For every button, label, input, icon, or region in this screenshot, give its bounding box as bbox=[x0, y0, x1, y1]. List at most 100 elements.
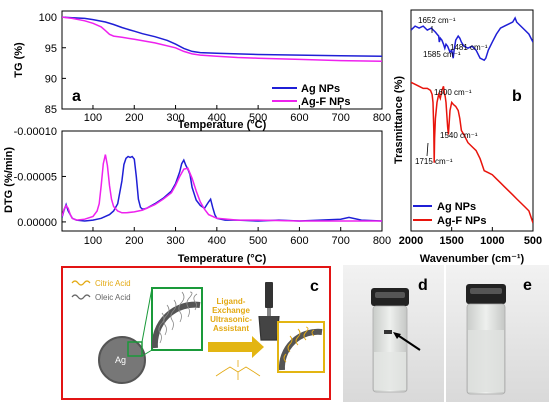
zoom-box-icon bbox=[127, 341, 143, 357]
tg-ytick-label: 100 bbox=[39, 12, 57, 24]
tg-series-group bbox=[62, 16, 382, 62]
tg-xtick-label: 600 bbox=[290, 112, 308, 124]
dtg-ytick-label: -0.00005 bbox=[14, 171, 57, 183]
process-line-3: Ultrasonic- bbox=[210, 315, 252, 324]
ftir-xlabel: Wavenumber (cm⁻¹) bbox=[420, 253, 525, 265]
citric-acid-molecule-icon bbox=[215, 360, 261, 380]
ftir-annotations: 1652 cm⁻¹ 1585 cm⁻¹ 1481 cm⁻¹ 1600 cm⁻¹ … bbox=[415, 16, 488, 166]
panel-letter-d: d bbox=[418, 277, 428, 294]
ligand-exchange-schematic: c Citric Acid Oleic Acid Ag Ligand- Exch… bbox=[61, 266, 331, 400]
tg-xtick-label: 700 bbox=[332, 112, 350, 124]
citric-acid-label: Citric Acid bbox=[95, 279, 131, 288]
tg-ytick-label: 85 bbox=[45, 104, 57, 116]
ftir-legend: Ag NPs Ag-F NPs bbox=[413, 201, 487, 227]
citric-chains-icon bbox=[283, 326, 315, 363]
oleic-coated-zoom-icon bbox=[151, 287, 203, 351]
sonicator-tip bbox=[267, 308, 271, 322]
ftir-xtick-label: 2000 bbox=[399, 235, 423, 247]
tg-ytick-label: 95 bbox=[45, 43, 57, 55]
beaker-icon bbox=[258, 315, 280, 341]
tg-xtick-label: 400 bbox=[208, 112, 226, 124]
dtg-xtick-label: 100 bbox=[84, 235, 102, 247]
process-label: Ligand- Exchange Ultrasonic- Assistant bbox=[210, 297, 252, 333]
ag-core-icon bbox=[98, 336, 146, 384]
dtg-xtick-label: 600 bbox=[290, 235, 308, 247]
tg-y-ticks: 85 90 95 100 100 200 300 400 500 600 700 800 bbox=[39, 12, 392, 124]
ftir-xtick-label: 1500 bbox=[439, 235, 463, 247]
oleic-chains-icon bbox=[158, 291, 198, 344]
ftir-legend-label-agf: Ag-F NPs bbox=[437, 215, 487, 227]
ftir-series-ag-line bbox=[411, 16, 533, 62]
ann-1585: 1585 cm⁻¹ bbox=[423, 50, 461, 59]
dtg-ytick-label: 0.00000 bbox=[17, 217, 57, 229]
residue-arrow bbox=[395, 333, 421, 351]
tg-xlabel: Temperature (°C) bbox=[178, 119, 267, 131]
legend-label-agf: Ag-F NPs bbox=[301, 96, 351, 108]
panel-letter-c: c bbox=[310, 278, 319, 295]
dtg-y-ticks: 0.00000 -0.00005 -0.00010 bbox=[14, 126, 66, 229]
dtg-xtick-label: 800 bbox=[373, 235, 391, 247]
zoom-line-bottom bbox=[141, 349, 153, 357]
process-line-2: Exchange bbox=[212, 306, 250, 315]
ftir-ylabel: Trasmittance (%) bbox=[393, 76, 405, 164]
ann-1600: 1600 cm⁻¹ bbox=[434, 88, 472, 97]
citric-acid-wave-icon bbox=[71, 280, 91, 286]
vial-photo-e: e bbox=[446, 265, 549, 402]
process-line-1: Ligand- bbox=[217, 297, 246, 306]
oleic-acid-label: Oleic Acid bbox=[95, 293, 131, 302]
tg-legend: Ag NPs Ag-F NPs bbox=[272, 83, 351, 108]
tg-xtick-label: 100 bbox=[84, 112, 102, 124]
zoom-particle-surface bbox=[151, 301, 201, 349]
ann-1481: 1481 cm⁻¹ bbox=[450, 43, 488, 52]
dtg-series-agf-line bbox=[62, 154, 382, 222]
oleic-acid-wave-icon bbox=[71, 294, 91, 300]
dtg-xtick-label: 700 bbox=[332, 235, 350, 247]
ftir-xtick-label: 500 bbox=[524, 235, 542, 247]
citric-particle-surface bbox=[278, 328, 323, 371]
process-arrow-icon bbox=[208, 336, 264, 358]
vial-liquid-d bbox=[374, 352, 406, 390]
ftir-series-group bbox=[411, 16, 533, 224]
panel-letter-e: e bbox=[523, 277, 532, 294]
tg-series-ag-line bbox=[62, 16, 382, 58]
dtg-ytick-label: -0.00010 bbox=[14, 126, 57, 138]
tg-xtick-label: 800 bbox=[373, 112, 391, 124]
panel-letter-a: a bbox=[72, 88, 81, 105]
tg-ytick-label: 90 bbox=[45, 73, 57, 85]
tg-xtick-label: 500 bbox=[249, 112, 267, 124]
ftir-plot-frame bbox=[410, 9, 534, 232]
tg-plot-frame bbox=[61, 10, 383, 110]
dtg-plot-frame bbox=[61, 130, 383, 232]
dtg-x-ticks: 100 200 300 400 500 600 700 800 bbox=[84, 227, 391, 247]
dtg-xlabel: Temperature (°C) bbox=[178, 253, 267, 265]
dtg-xtick-label: 200 bbox=[125, 235, 143, 247]
dtg-chart: 0.00000 -0.00005 -0.00010 100 200 300 400 500 6… bbox=[3, 126, 391, 265]
tg-xtick-label: 300 bbox=[166, 112, 184, 124]
ftir-xtick-label: 1000 bbox=[480, 235, 504, 247]
ftir-legend-label-ag: Ag NPs bbox=[437, 201, 476, 213]
ann-1715: 1715 cm⁻¹ bbox=[415, 157, 453, 166]
tg-ylabel: TG (%) bbox=[13, 42, 25, 78]
dtg-xtick-label: 300 bbox=[166, 235, 184, 247]
ag-core-label: Ag bbox=[115, 355, 126, 365]
ftir-series-agf-line bbox=[411, 81, 533, 224]
dtg-xtick-label: 500 bbox=[249, 235, 267, 247]
dtg-ylabel: DTG (%/min) bbox=[3, 147, 15, 213]
process-line-4: Assistant bbox=[213, 324, 249, 333]
vial-cap-highlight-e bbox=[470, 288, 502, 294]
ftir-x-ticks: 2000 1500 1000 500 bbox=[399, 227, 542, 247]
zoom-line-top bbox=[141, 287, 153, 343]
tg-chart: 85 90 95 100 100 200 300 400 500 600 700 800 TG (%)… bbox=[13, 10, 392, 131]
dtg-xtick-label: 400 bbox=[208, 235, 226, 247]
residue-arrow-head bbox=[393, 332, 401, 339]
sonicator-probe-icon bbox=[265, 282, 273, 308]
residue-spot-d bbox=[384, 330, 392, 334]
vial-liquid-e bbox=[468, 330, 504, 392]
vial-photo-d: d bbox=[343, 265, 444, 402]
tg-series-agf-line bbox=[62, 16, 382, 62]
panel-letter-b: b bbox=[512, 88, 522, 105]
ann-1652: 1652 cm⁻¹ bbox=[418, 16, 456, 25]
ann-1715-arrow bbox=[426, 142, 429, 157]
legend-label-ag: Ag NPs bbox=[301, 83, 340, 95]
